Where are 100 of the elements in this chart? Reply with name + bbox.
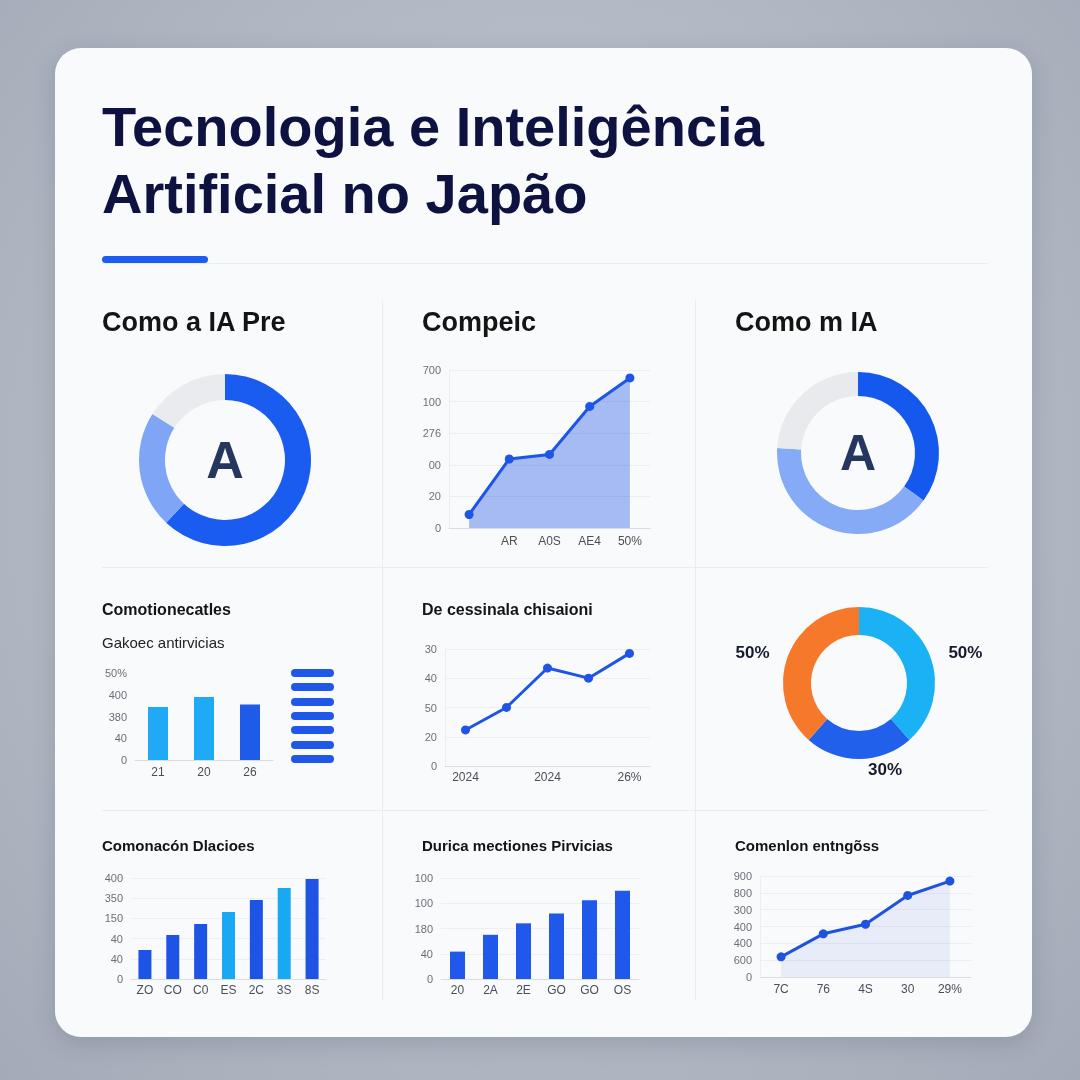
chart-title: Compeic	[422, 306, 537, 337]
x-tick-label: 21	[151, 765, 165, 779]
text: 0	[434, 522, 441, 534]
x-tick-label: 2024	[452, 770, 480, 784]
bar	[166, 935, 180, 979]
text: 150	[104, 912, 123, 925]
point	[461, 725, 470, 735]
point	[818, 929, 828, 939]
text: 180	[414, 922, 433, 935]
text: 0	[426, 973, 433, 985]
data-label: 50%	[735, 643, 770, 662]
text: 800	[733, 886, 752, 899]
x-tick-label: 76	[816, 982, 831, 996]
x-tick-label: 2A	[483, 983, 498, 997]
text: 600	[733, 954, 752, 967]
point	[545, 449, 554, 459]
text: 300	[733, 903, 752, 916]
x-tick-label: GO	[580, 983, 599, 997]
text: 30	[424, 643, 437, 655]
text: 50%	[104, 667, 128, 679]
chart-title: Comonacón Dlacioes	[102, 837, 255, 854]
text: 40	[114, 732, 127, 745]
x-tick-label: 50%	[617, 534, 643, 548]
x-tick-label: 2C	[248, 983, 265, 997]
chart-subtitle: Gakoec antirvicias	[102, 634, 225, 651]
text: 700	[422, 364, 441, 376]
x-tick-label: 30	[901, 982, 915, 996]
point	[464, 510, 474, 519]
x-tick-label: AR	[500, 534, 518, 548]
point	[903, 890, 913, 900]
text: 0	[430, 760, 437, 772]
x-tick-label: GO	[547, 983, 566, 997]
text: 400	[733, 920, 752, 933]
bar	[249, 900, 263, 979]
chart-title: Comenlon entngõss	[735, 837, 880, 854]
x-tick-label: 7C	[773, 982, 790, 996]
x-tick-label: 26	[243, 765, 257, 779]
x-tick-label: ES	[220, 983, 237, 997]
text: 0	[116, 973, 123, 985]
chart-title: Comotionecatles	[102, 600, 232, 618]
x-tick-label: 26%	[617, 770, 642, 784]
x-tick-label: 29%	[937, 982, 963, 996]
text: 100	[422, 395, 441, 408]
point	[504, 454, 514, 464]
text: A	[206, 431, 244, 489]
point	[543, 663, 552, 673]
data-label: 50%	[948, 643, 983, 662]
x-tick-label: 8S	[304, 983, 320, 997]
text: 50	[424, 701, 437, 714]
text: 40	[110, 932, 123, 945]
data-label: 30%	[868, 759, 903, 779]
bar	[138, 950, 152, 979]
text: 400	[104, 872, 123, 884]
bar	[277, 888, 291, 979]
text: Tecnologia e Inteligência Artificial no Japão	[102, 94, 766, 227]
text: 0	[745, 971, 752, 983]
text: 276	[422, 427, 441, 440]
point	[625, 373, 635, 383]
x-tick-label: 20	[197, 765, 211, 779]
chart-title: Como m IA	[735, 306, 878, 337]
bar	[222, 912, 235, 979]
text: 100	[414, 897, 433, 910]
bar	[450, 951, 465, 979]
text: 350	[104, 892, 123, 905]
x-tick-label: 2024	[534, 770, 562, 784]
chart-title: Como a IA Pre	[102, 306, 286, 337]
text: 400	[108, 688, 127, 701]
text: A	[839, 425, 877, 481]
text: 380	[108, 710, 127, 723]
x-tick-label: A0S	[538, 534, 561, 548]
bar	[483, 934, 498, 979]
bar	[615, 890, 630, 979]
text: 0	[120, 754, 127, 766]
point	[625, 648, 634, 658]
text: 00	[428, 458, 441, 471]
point	[585, 401, 595, 411]
bar	[549, 913, 564, 979]
text: 100	[414, 872, 433, 884]
point	[776, 952, 786, 962]
text: 400	[733, 937, 752, 950]
text: 900	[733, 870, 752, 882]
x-tick-label: C0	[192, 983, 209, 997]
point	[502, 702, 511, 712]
x-tick-label: 20	[450, 983, 465, 997]
text: 20	[428, 490, 441, 503]
x-tick-label: OS	[613, 983, 632, 997]
bar	[516, 923, 531, 979]
chart-title: Durica mectiones Pirvicias	[422, 837, 613, 854]
x-tick-label: AE4	[578, 534, 602, 548]
bar	[582, 900, 597, 979]
bar	[194, 924, 208, 979]
bar	[305, 879, 319, 979]
text: 20	[424, 730, 437, 743]
x-tick-label: 4S	[858, 982, 873, 996]
text: 40	[420, 947, 433, 960]
text: 40	[110, 952, 123, 965]
point	[861, 919, 870, 929]
text: 40	[424, 672, 437, 685]
x-tick-label: ZO	[136, 983, 154, 997]
point	[584, 673, 593, 683]
